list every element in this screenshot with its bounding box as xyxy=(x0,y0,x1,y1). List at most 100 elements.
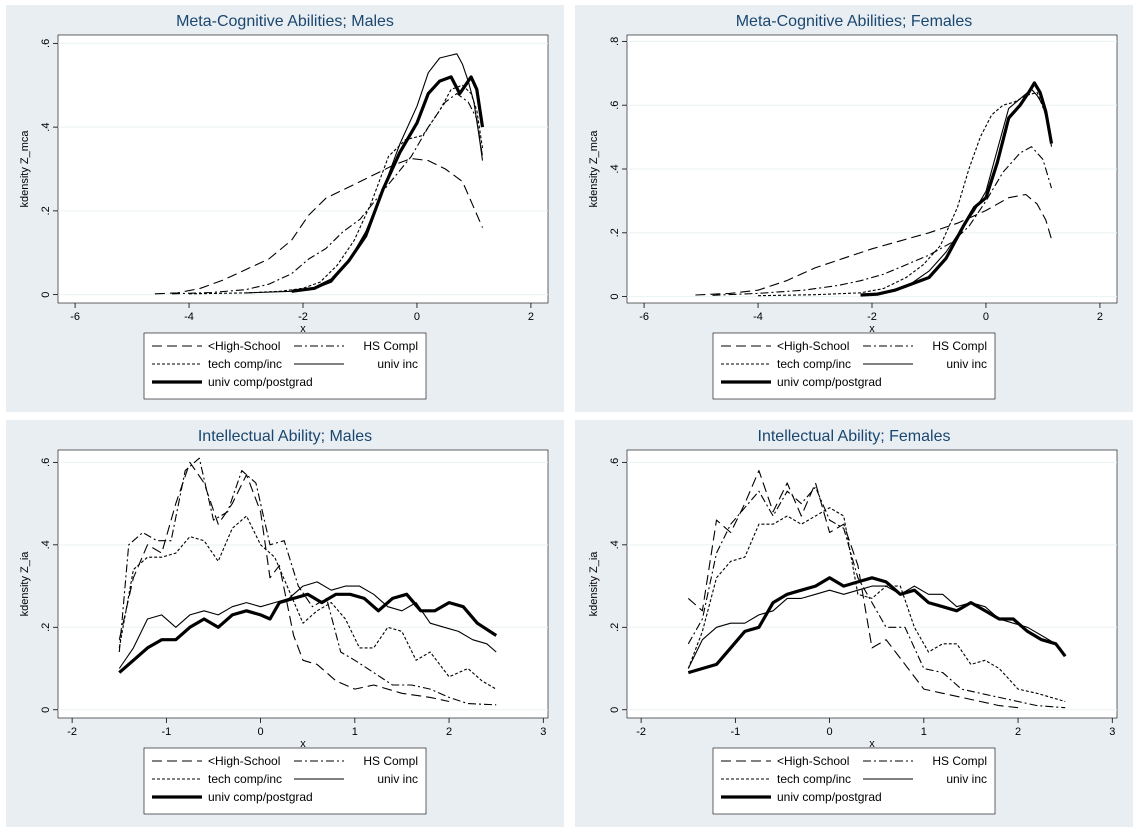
chart-title: Meta-Cognitive Abilities; Females xyxy=(736,13,973,30)
y-tick-label: .6 xyxy=(609,458,621,467)
y-tick-label: .2 xyxy=(40,623,52,632)
legend-label: univ inc xyxy=(946,357,987,371)
x-tick-label: 2 xyxy=(1097,311,1103,323)
legend-label: <High-School xyxy=(208,339,280,353)
x-tick-label: 0 xyxy=(414,311,420,323)
legend xyxy=(143,747,427,815)
x-tick-label: 1 xyxy=(921,726,927,738)
legend xyxy=(143,332,427,400)
plot-area xyxy=(626,449,1118,719)
x-tick-label: -2 xyxy=(67,726,77,738)
x-tick-label: -1 xyxy=(161,726,171,738)
chart-svg: Meta-Cognitive Abilities; Females -6 -4 -2 0… xyxy=(588,13,1118,400)
y-axis-label: kdensity Z_ia xyxy=(588,551,600,617)
y-tick-label: .2 xyxy=(609,623,621,632)
y-tick-label: .4 xyxy=(40,123,52,132)
legend-label: univ comp/postgrad xyxy=(208,790,313,804)
series-line xyxy=(154,157,484,295)
y-tick-label: .4 xyxy=(609,164,621,173)
x-tick-label: 0 xyxy=(258,726,264,738)
y-tick-label: 0 xyxy=(40,707,52,713)
legend-label: univ comp/postgrad xyxy=(208,375,313,389)
x-tick-label: -2 xyxy=(867,311,877,323)
series-line xyxy=(118,581,497,669)
legend-label: <High-School xyxy=(777,754,849,768)
series-line xyxy=(860,88,1053,296)
legend-label: HS Compl xyxy=(363,754,418,768)
x-axis-label: x xyxy=(869,738,875,750)
x-tick-label: 0 xyxy=(983,311,989,323)
series-line xyxy=(687,576,1067,675)
y-tick-label: .6 xyxy=(609,101,621,110)
y-tick-label: .2 xyxy=(40,206,52,215)
legend-label: HS Compl xyxy=(932,754,987,768)
series-line xyxy=(687,470,1019,709)
y-tick-label: .4 xyxy=(609,540,621,549)
series-line xyxy=(757,91,1053,297)
x-axis-label: x xyxy=(300,738,306,750)
x-tick-label: 0 xyxy=(827,726,833,738)
x-tick-label: 2 xyxy=(1015,726,1021,738)
series-line xyxy=(118,457,497,706)
x-tick-label: 2 xyxy=(446,726,452,738)
chart-svg: Meta-Cognitive Abilities; Males -6 -4 -2 0 2 0… xyxy=(19,13,549,400)
series-line xyxy=(118,461,450,703)
chart-title: Intellectual Ability; Males xyxy=(198,428,372,445)
legend-label: univ comp/postgrad xyxy=(777,790,882,804)
legend-label: univ comp/postgrad xyxy=(777,375,882,389)
legend-label: univ inc xyxy=(377,772,418,786)
y-axis-label: kdensity Z_ia xyxy=(19,551,31,617)
y-tick-label: .4 xyxy=(40,540,52,549)
chart-title: Meta-Cognitive Abilities; Males xyxy=(176,13,394,30)
x-tick-label: 2 xyxy=(528,311,534,323)
x-tick-label: -4 xyxy=(184,311,194,323)
legend-label: univ inc xyxy=(377,357,418,371)
legend-label: tech comp/inc xyxy=(208,772,282,786)
x-tick-label: -6 xyxy=(70,311,80,323)
y-axis-label: kdensity Z_mca xyxy=(588,130,600,208)
legend-label: <High-School xyxy=(777,339,849,353)
x-axis-label: x xyxy=(869,323,875,335)
y-tick-label: 0 xyxy=(609,707,621,713)
plot-area xyxy=(57,34,549,304)
y-tick-label: 0 xyxy=(40,292,52,298)
series-line xyxy=(291,75,485,293)
x-tick-label: 3 xyxy=(540,726,546,738)
chart-svg: Intellectual Ability; Females -2 -1 0 1 2 3 0 .2… xyxy=(588,428,1118,815)
y-tick-label: .6 xyxy=(40,39,52,48)
x-tick-label: -1 xyxy=(730,726,740,738)
legend-label: <High-School xyxy=(208,754,280,768)
x-tick-label: 3 xyxy=(1109,726,1115,738)
panel-ia-males: Intellectual Ability; Males -2 -1 0 1 2 3 0 .2 .4… xyxy=(6,420,564,827)
series-line xyxy=(712,146,1053,296)
panel-mca-males: Meta-Cognitive Abilities; Males -6 -4 -2 0 2 0… xyxy=(6,5,564,412)
y-tick-label: .2 xyxy=(609,228,621,237)
x-tick-label: -6 xyxy=(639,311,649,323)
series-line xyxy=(118,592,498,674)
x-tick-label: -2 xyxy=(636,726,646,738)
legend-label: tech comp/inc xyxy=(777,357,851,371)
legend xyxy=(712,332,996,400)
y-tick-label: .8 xyxy=(609,37,621,46)
y-axis-label: kdensity Z_mca xyxy=(19,130,31,208)
legend-label: HS Compl xyxy=(932,339,987,353)
panel-ia-females: Intellectual Ability; Females -2 -1 0 1 2 3 0 .2… xyxy=(575,420,1133,827)
x-axis-label: x xyxy=(300,323,306,335)
chart-title: Intellectual Ability; Females xyxy=(758,428,951,445)
series-line xyxy=(860,81,1054,297)
legend-label: HS Compl xyxy=(363,339,418,353)
legend-label: tech comp/inc xyxy=(777,772,851,786)
legend-label: univ inc xyxy=(946,772,987,786)
legend xyxy=(712,747,996,815)
series-line xyxy=(695,193,1053,296)
y-tick-label: 0 xyxy=(609,294,621,300)
x-tick-label: -2 xyxy=(298,311,308,323)
series-line xyxy=(118,515,497,690)
legend-label: tech comp/inc xyxy=(208,357,282,371)
series-line xyxy=(245,53,484,294)
plot-area xyxy=(57,449,549,719)
chart-svg: Intellectual Ability; Males -2 -1 0 1 2 3 0 .2 .4… xyxy=(19,428,549,815)
y-tick-label: .6 xyxy=(40,458,52,467)
series-line xyxy=(687,507,1066,703)
panel-mca-females: Meta-Cognitive Abilities; Females -6 -4 -2 0… xyxy=(575,5,1133,412)
